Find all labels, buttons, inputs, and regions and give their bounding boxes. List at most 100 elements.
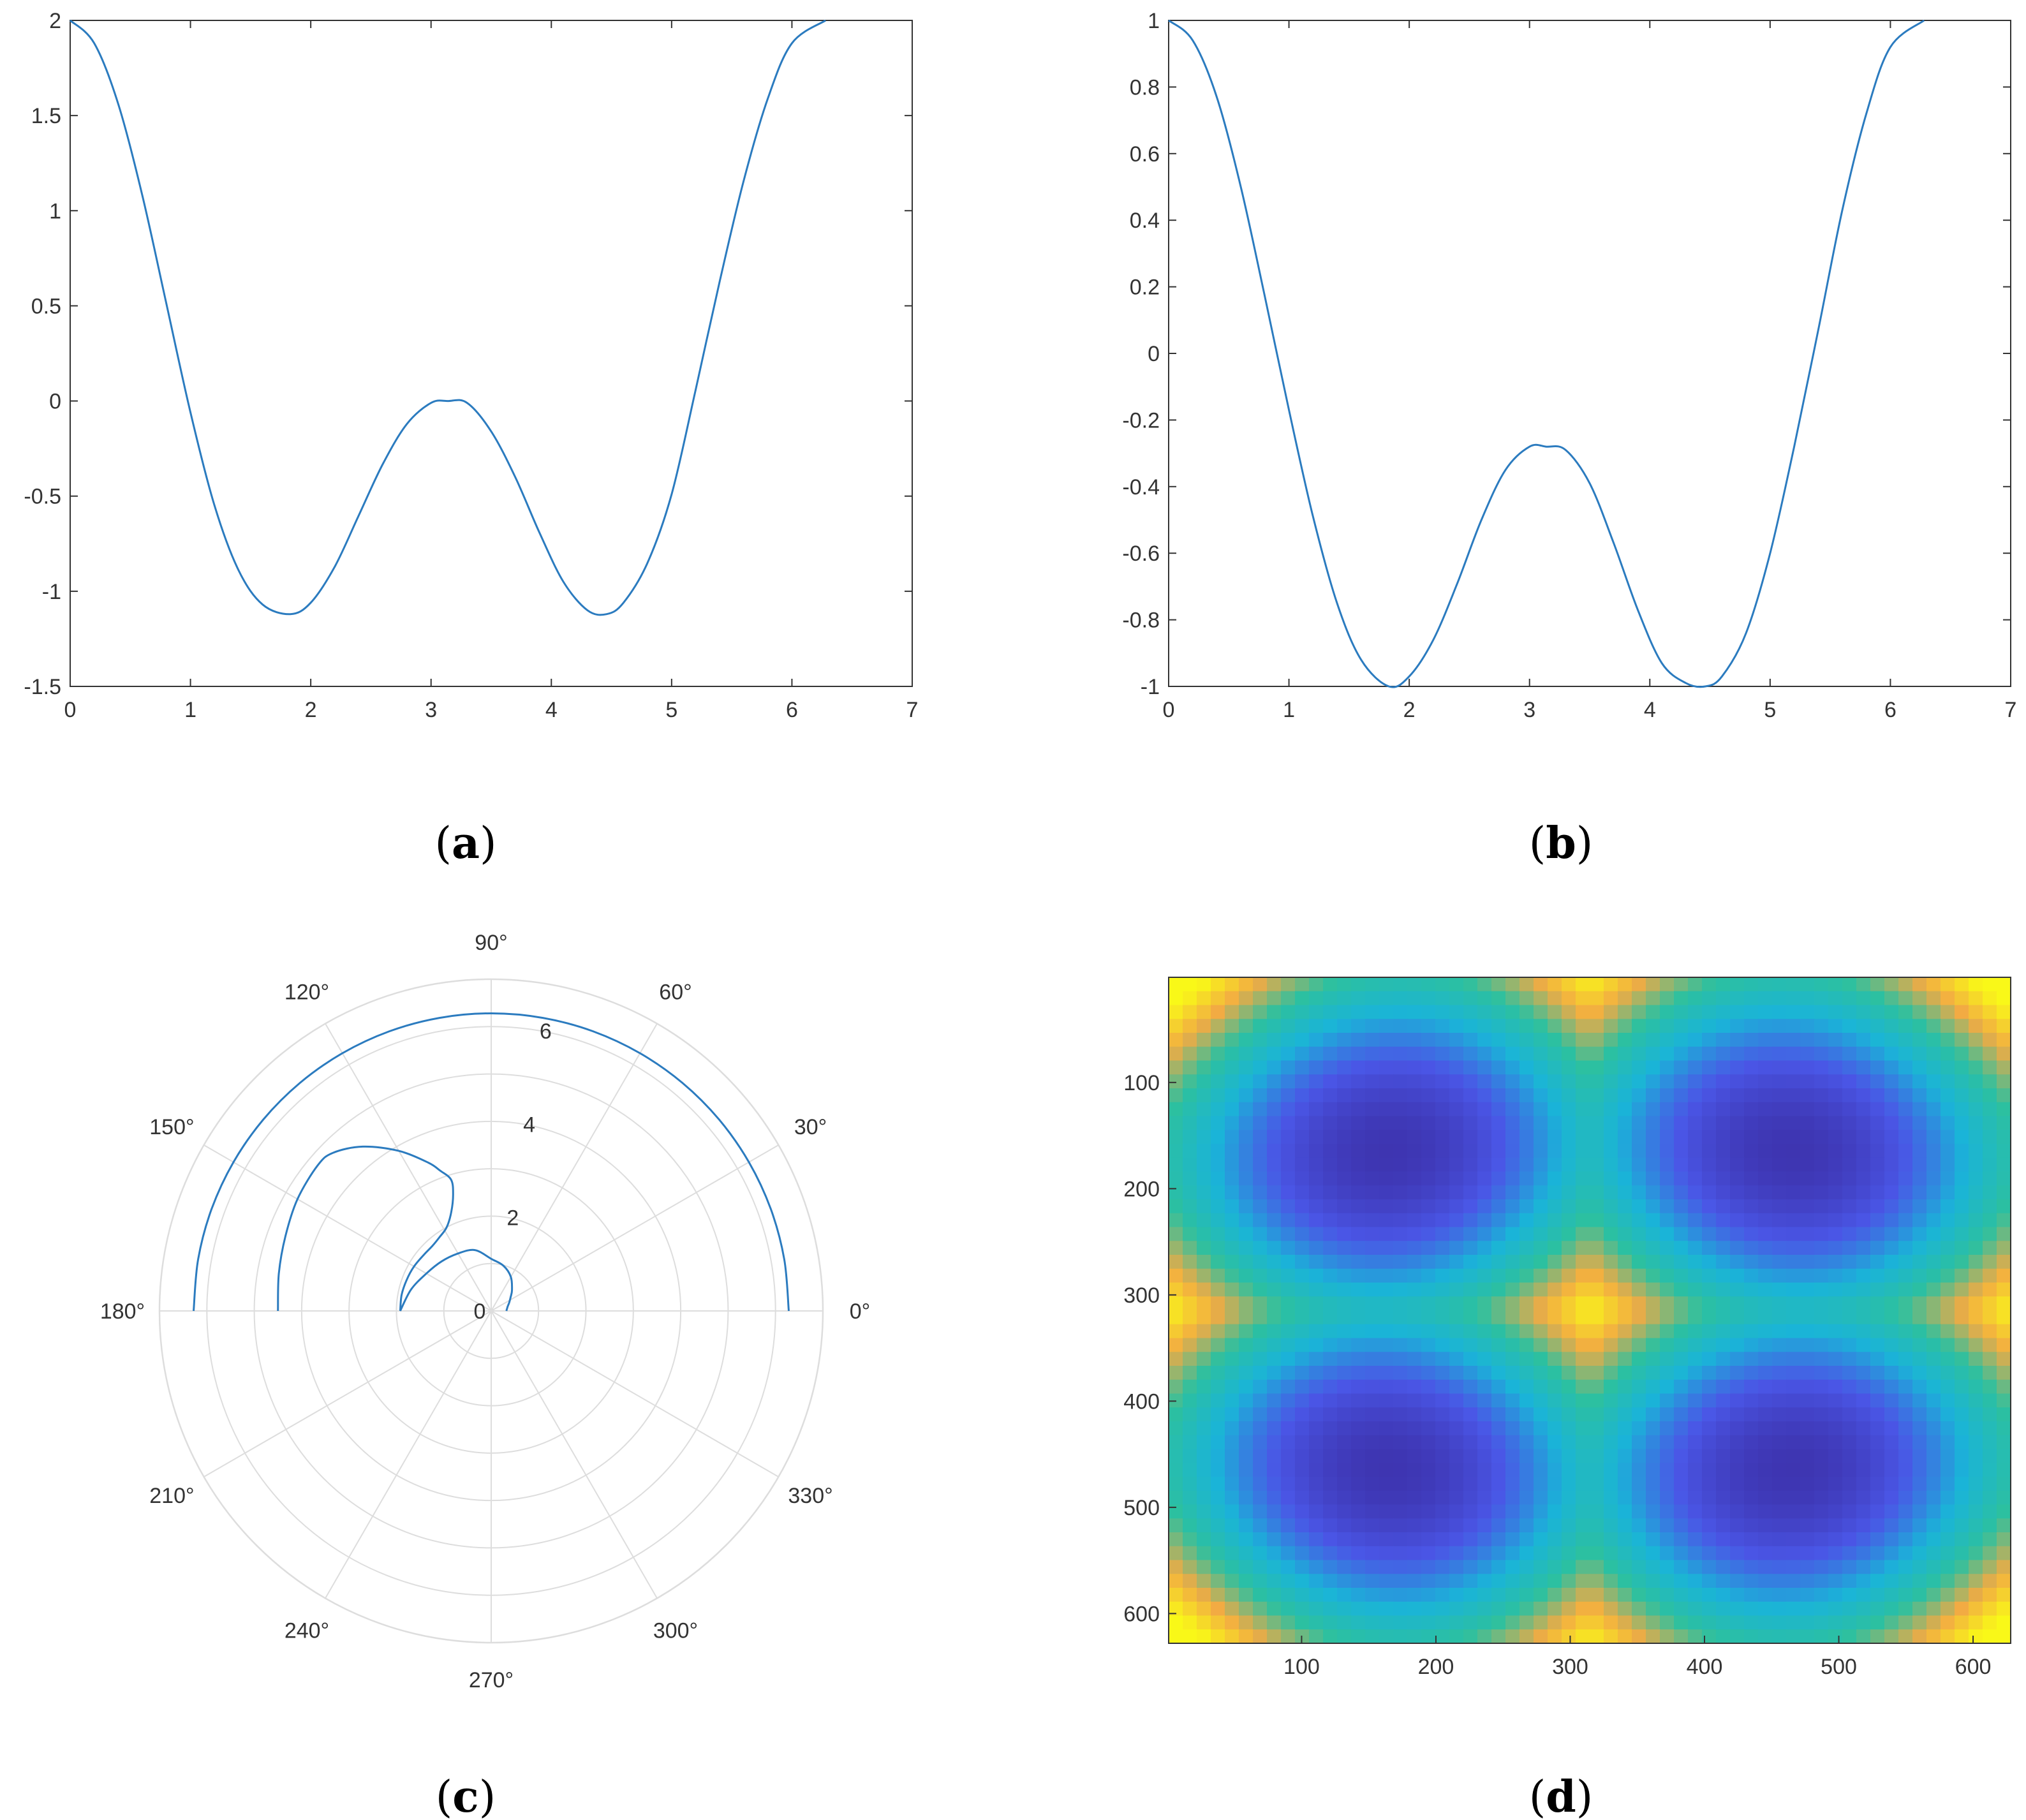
heatmap-cell: [1898, 1199, 1913, 1214]
heatmap-cell: [1183, 1338, 1197, 1353]
heatmap-cell: [1169, 1435, 1183, 1450]
x-tick-label: 200: [1418, 1655, 1454, 1679]
heatmap-cell: [1814, 1116, 1829, 1131]
heatmap-cell: [1281, 1296, 1296, 1311]
heatmap-cell: [1239, 1033, 1253, 1047]
heatmap-cell: [1421, 1060, 1436, 1076]
heatmap-cell: [1856, 1227, 1871, 1242]
heatmap-cell: [1660, 1477, 1675, 1491]
heatmap-cell: [1814, 1435, 1829, 1450]
heatmap-cell: [1393, 1102, 1408, 1117]
heatmap-cell: [1562, 1477, 1576, 1491]
heatmap-cell: [1688, 1199, 1703, 1214]
heatmap-cell: [1744, 1033, 1759, 1047]
heatmap-cell: [1688, 1171, 1703, 1187]
heatmap-cell: [1800, 1130, 1815, 1144]
heatmap-cell: [1716, 1102, 1731, 1117]
heatmap-cell: [1449, 1518, 1464, 1533]
heatmap-cell: [1632, 1477, 1646, 1491]
heatmap-cell: [1744, 1185, 1759, 1200]
heatmap-cell: [1926, 1282, 1941, 1298]
heatmap-cell: [1309, 1574, 1324, 1588]
polar-spoke: [203, 1144, 492, 1312]
heatmap-cell: [1421, 1352, 1436, 1366]
heatmap-cell: [1632, 1546, 1646, 1561]
heatmap-cell: [1590, 1185, 1604, 1200]
heatmap-cell: [1646, 1144, 1660, 1158]
heatmap-cell: [1463, 1130, 1478, 1144]
heatmap-cell: [1758, 1282, 1773, 1298]
heatmap-cell: [1491, 1490, 1506, 1506]
heatmap-cell: [1576, 1074, 1590, 1089]
heatmap-cell: [1898, 1255, 1913, 1269]
heatmap-cell: [1772, 1532, 1787, 1547]
heatmap-cell: [1730, 977, 1745, 992]
heatmap-cell: [1477, 1560, 1492, 1575]
heatmap-cell: [1239, 1227, 1253, 1242]
heatmap-cell: [1576, 977, 1590, 992]
heatmap-cell: [1393, 1352, 1408, 1366]
heatmap-cell: [1884, 1518, 1899, 1533]
heatmap-cell: [1309, 1046, 1324, 1062]
heatmap-cell: [1491, 1588, 1506, 1602]
heatmap-cell: [1393, 1324, 1408, 1339]
heatmap-cell: [1983, 1324, 1997, 1339]
heatmap-cell: [1351, 1102, 1366, 1117]
heatmap-cell: [1941, 1282, 1955, 1298]
heatmap-cell: [1295, 1157, 1310, 1173]
heatmap-cell: [1576, 1005, 1590, 1020]
heatmap-cell: [1562, 1352, 1576, 1366]
heatmap-cell: [1758, 1241, 1773, 1255]
heatmap-cell: [1828, 1241, 1843, 1255]
heatmap-cell: [1842, 1255, 1857, 1269]
heatmap-cell: [1912, 1130, 1927, 1144]
heatmap-cell: [1239, 1171, 1253, 1187]
heatmap-cell: [1590, 1241, 1604, 1255]
heatmap-cell: [1660, 1033, 1675, 1047]
heatmap-cell: [1281, 1130, 1296, 1144]
heatmap-cell: [1730, 1282, 1745, 1298]
heatmap-cell: [1632, 1144, 1646, 1158]
heatmap-cell: [1730, 1310, 1745, 1325]
heatmap-cell: [1716, 1213, 1731, 1228]
heatmap-cell: [1702, 1504, 1717, 1520]
heatmap-cell: [1632, 1130, 1646, 1144]
heatmap-cell: [1955, 1033, 1969, 1047]
y-tick-label: 500: [1123, 1496, 1160, 1520]
heatmap-cell: [1281, 1546, 1296, 1561]
heatmap-cell: [1379, 1379, 1394, 1395]
heatmap-cell: [1842, 1033, 1857, 1047]
heatmap-cell: [1183, 1171, 1197, 1187]
heatmap-cell: [1435, 1130, 1450, 1144]
heatmap-cell: [1491, 1574, 1506, 1588]
heatmap-cell: [1505, 1574, 1520, 1588]
heatmap-cell: [1730, 1574, 1745, 1588]
heatmap-cell: [1646, 1463, 1660, 1477]
heatmap-cell: [1211, 1463, 1225, 1477]
heatmap-cell: [1674, 1213, 1689, 1228]
heatmap-cell: [1463, 1324, 1478, 1339]
heatmap-cell: [1211, 1477, 1225, 1491]
heatmap-cell: [1365, 1560, 1380, 1575]
heatmap-cell: [1688, 1546, 1703, 1561]
heatmap-cell: [1744, 1241, 1759, 1255]
heatmap-cell: [1604, 1574, 1618, 1588]
heatmap-cell: [1898, 1185, 1913, 1200]
heatmap-cell: [1435, 977, 1450, 992]
heatmap-cell: [1870, 1463, 1885, 1477]
heatmap-cell: [1604, 1366, 1618, 1380]
heatmap-cell: [1983, 1379, 1997, 1395]
heatmap-cell: [1590, 1310, 1604, 1325]
heatmap-cell: [1351, 1546, 1366, 1561]
heatmap-cell: [1618, 1393, 1632, 1409]
plot-frame-b: [1168, 20, 2011, 687]
heatmap-cell: [1295, 1477, 1310, 1491]
heatmap-cell: [1716, 1574, 1731, 1588]
heatmap-cell: [1632, 1352, 1646, 1366]
heatmap-cell: [1379, 1130, 1394, 1144]
heatmap-cell: [1646, 1241, 1660, 1255]
heatmap-cell: [1997, 1449, 2011, 1464]
heatmap-cell: [1758, 1310, 1773, 1325]
heatmap-cell: [1674, 1088, 1689, 1103]
heatmap-cell: [1870, 1102, 1885, 1117]
